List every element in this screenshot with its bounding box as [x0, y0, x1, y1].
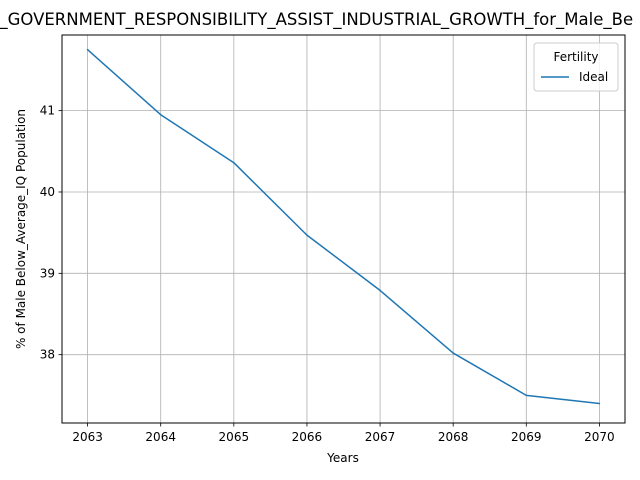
- plot-frame: [61, 34, 626, 424]
- x-axis-label: Years: [326, 451, 359, 465]
- x-tick-label: 2066: [292, 430, 323, 444]
- data-point: [452, 352, 454, 354]
- x-tick-label: 2065: [219, 430, 250, 444]
- x-tick-label: 2064: [145, 430, 176, 444]
- data-point: [233, 161, 235, 164]
- legend-box: [533, 42, 619, 92]
- grid: [62, 35, 625, 423]
- legend: Fertility Ideal: [533, 42, 619, 92]
- x-tick-label: 2068: [438, 430, 469, 444]
- x-axis: 2063 2064 2065 2066 2067 2068 2069 2070: [72, 423, 615, 444]
- series-line-ideal: [87, 49, 600, 405]
- y-tick-label: 39: [40, 266, 55, 280]
- chart-title: n_GOVERNMENT_RESPONSIBILITY_ASSIST_INDUS…: [0, 10, 633, 30]
- data-point: [525, 394, 528, 397]
- y-axis: 38 39 40 41: [40, 104, 62, 362]
- y-tick-label: 40: [40, 185, 55, 199]
- x-tick-label: 2067: [365, 430, 396, 444]
- series-layer: [86, 48, 601, 405]
- y-tick-label: 38: [40, 348, 55, 362]
- y-axis-label: % of Male Below_Average_IQ Population: [14, 109, 28, 349]
- data-point: [379, 289, 381, 292]
- legend-title: Fertility: [553, 50, 598, 64]
- data-point: [86, 48, 89, 51]
- data-point: [159, 113, 162, 116]
- data-point: [306, 234, 308, 236]
- x-tick-label: 2063: [72, 430, 103, 444]
- x-tick-label: 2069: [511, 430, 542, 444]
- y-tick-label: 41: [40, 104, 55, 118]
- legend-label-ideal: Ideal: [579, 70, 608, 84]
- data-point: [598, 402, 601, 405]
- x-tick-label: 2070: [584, 430, 615, 444]
